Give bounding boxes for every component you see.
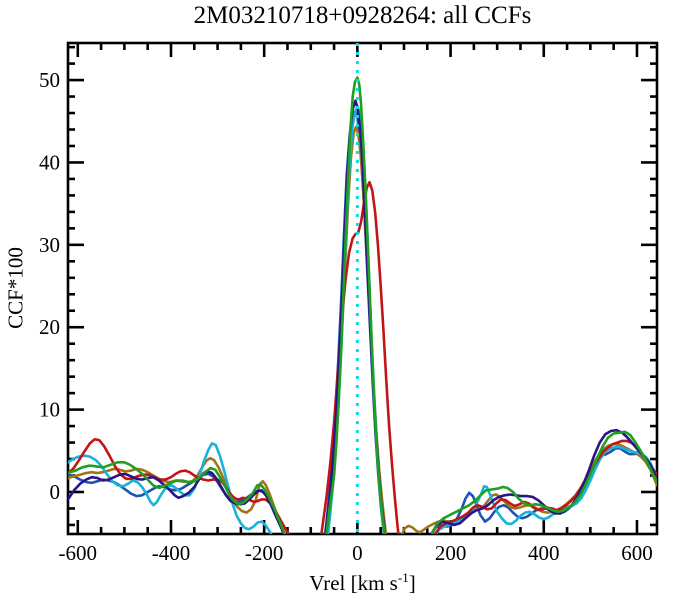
x-axis-label-text: Vrel [km s (309, 571, 398, 595)
x-tick-label: 400 (528, 541, 560, 565)
y-tick-label: 40 (39, 150, 60, 174)
plot-title: 2M03210718+0928264: all CCFs (193, 2, 532, 29)
x-tick-label: 0 (352, 541, 363, 565)
x-axis-label-superscript: -1 (397, 570, 409, 585)
y-tick-label: 30 (39, 233, 60, 257)
x-tick-label: -200 (245, 541, 284, 565)
x-tick-label: 200 (435, 541, 467, 565)
y-tick-label: 20 (39, 315, 60, 339)
tick-labels: -600 -400 -200 0 200 400 600 0 10 20 30 40 50 (39, 68, 653, 565)
x-tick-label: 600 (621, 541, 653, 565)
plot-frame (66, 41, 659, 536)
y-tick-label: 0 (50, 480, 61, 504)
x-axis-label: Vrel [km s-1] (68, 570, 657, 596)
series-ccf-green-line (68, 76, 657, 534)
y-tick-label: 10 (39, 398, 60, 422)
series-ccf-red-line (68, 180, 657, 534)
x-axis-label-bracket: ] (408, 571, 416, 595)
x-tick-label: -600 (59, 541, 98, 565)
series-ccf-navy-line (68, 99, 657, 534)
series-lines (68, 76, 657, 534)
x-tick-label: -400 (152, 541, 191, 565)
y-tick-label: 50 (39, 68, 60, 92)
